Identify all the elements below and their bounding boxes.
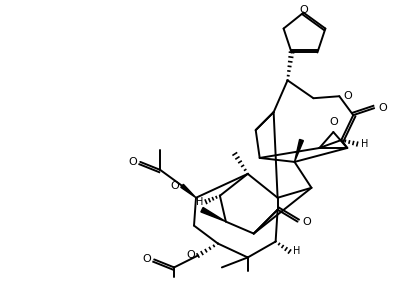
Text: O: O	[303, 217, 311, 226]
Text: O: O	[186, 251, 195, 260]
Text: H: H	[361, 139, 368, 149]
Text: O: O	[128, 157, 137, 167]
Text: O: O	[329, 117, 338, 127]
Text: O: O	[299, 5, 308, 15]
Text: O: O	[143, 254, 151, 264]
Polygon shape	[181, 184, 196, 198]
Text: O: O	[343, 91, 352, 101]
Text: O: O	[170, 181, 179, 191]
Polygon shape	[295, 139, 303, 162]
Polygon shape	[201, 207, 226, 222]
Text: O: O	[378, 103, 387, 113]
Text: H: H	[292, 246, 300, 256]
Text: H: H	[195, 197, 203, 207]
